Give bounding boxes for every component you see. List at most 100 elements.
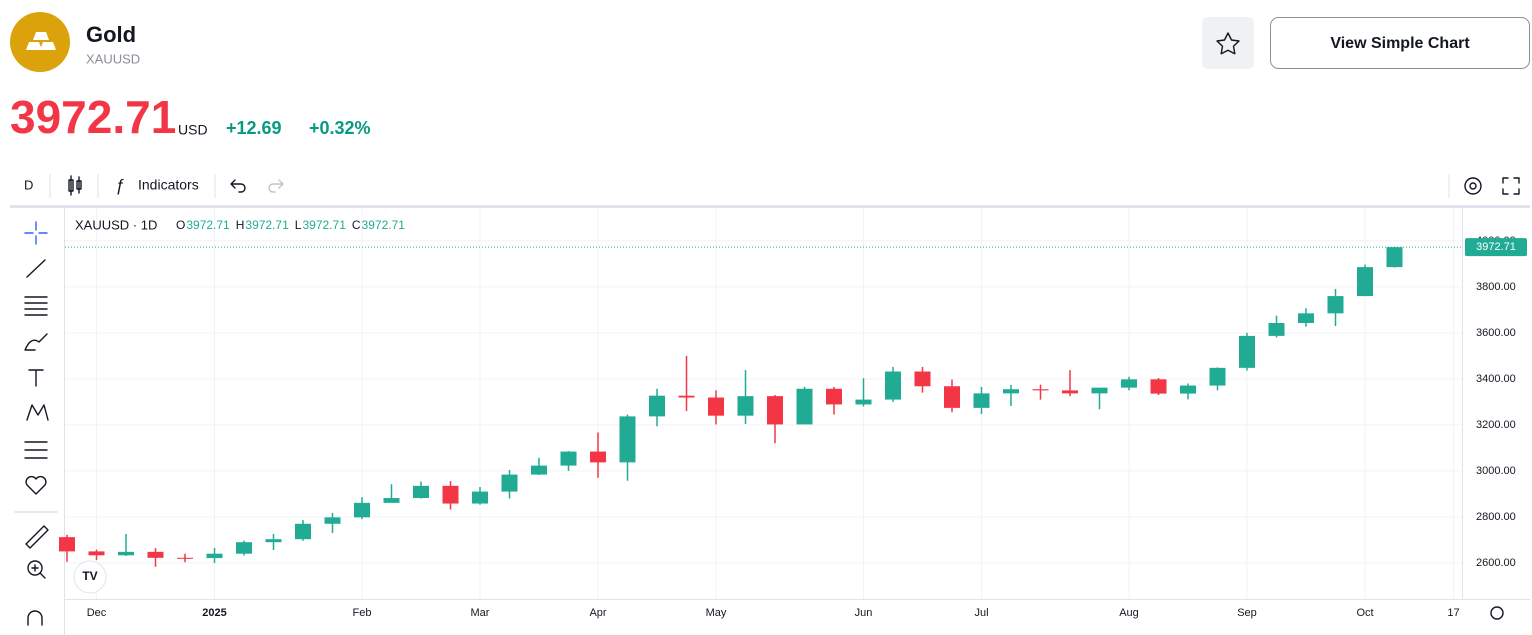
x-tick-label: Apr	[589, 607, 606, 619]
x-tick-label: Jun	[855, 607, 873, 619]
candle-body	[855, 399, 872, 405]
candle-body	[147, 551, 164, 558]
candle-body	[1357, 267, 1373, 297]
candle-body	[118, 551, 134, 556]
favorites-tool[interactable]	[25, 475, 47, 495]
zoom-tool-plus	[31, 564, 46, 579]
interval-button[interactable]: D	[24, 177, 33, 192]
x-tick-label: 2025	[202, 607, 226, 619]
x-tick-label: Oct	[1356, 607, 1373, 619]
x-tick-label: Feb	[353, 607, 372, 619]
x-tick-label: Aug	[1119, 607, 1139, 619]
brush-tool[interactable]	[24, 333, 48, 351]
candle-body	[1121, 379, 1137, 388]
y-tick-label: 3600.00	[1476, 327, 1516, 339]
x-tick-label: Sep	[1237, 607, 1257, 619]
change: +12.69	[226, 118, 282, 138]
logo-bars	[26, 32, 56, 50]
settings-icon[interactable]	[1464, 177, 1482, 195]
price: 3972.71	[10, 91, 176, 143]
candle-body	[1091, 387, 1108, 394]
ruler-tool[interactable]	[25, 525, 49, 549]
tv-logo	[73, 560, 107, 594]
candle-body	[796, 388, 813, 425]
trendline-tool[interactable]	[26, 259, 46, 278]
candle-type-icon[interactable]	[68, 175, 82, 196]
candle-body	[560, 451, 577, 466]
logo	[10, 12, 70, 72]
x-tick-label: Dec	[87, 607, 107, 619]
candle-body	[944, 386, 960, 408]
candle-body	[590, 451, 606, 463]
candle-body	[826, 388, 842, 405]
legend-value: 3972.71	[362, 218, 406, 232]
prediction-tool[interactable]	[24, 441, 48, 459]
candle-body	[442, 485, 459, 504]
fx-icon: ƒ	[115, 175, 124, 194]
last-price-tag	[1465, 238, 1527, 257]
legend-value: 3972.71	[302, 218, 346, 232]
favorite-button[interactable]	[1202, 17, 1254, 69]
candle-body	[236, 542, 252, 554]
axis-settings-icon[interactable]	[1490, 606, 1504, 620]
button-label: View Simple Chart	[1330, 35, 1470, 52]
zoom-tool[interactable]	[27, 560, 43, 576]
candle-body	[973, 393, 990, 408]
legend-label: O	[176, 218, 185, 232]
candle-body	[1003, 389, 1019, 394]
last-price-label: 3972.71	[1476, 241, 1516, 253]
candle-body	[1268, 323, 1285, 336]
text-tool[interactable]	[28, 369, 44, 387]
candle-body	[1386, 247, 1403, 268]
undo-icon[interactable]	[230, 179, 246, 193]
y-tick-label: 3400.00	[1476, 373, 1516, 385]
y-tick-label: 3200.00	[1476, 419, 1516, 431]
change-percent: +0.32%	[309, 118, 371, 138]
candles: 3972.71	[59, 238, 1527, 567]
fullscreen-icon[interactable]	[1502, 177, 1520, 195]
settings-icon-center	[1469, 182, 1477, 190]
y-tick-label: 3000.00	[1476, 465, 1516, 477]
candle-body	[472, 491, 488, 504]
y-tick-label: 3800.00	[1476, 281, 1516, 293]
candle-body	[767, 396, 783, 425]
indicators-button[interactable]: Indicators	[138, 177, 199, 193]
legend-ohlc: O 3972.71 H 3972.71 L 3972.71 C 3972.71	[176, 218, 405, 232]
legend-label: C	[352, 218, 361, 232]
candle-body	[1032, 389, 1049, 391]
legend-value: 3972.71	[245, 218, 289, 232]
legend-label: H	[236, 218, 245, 232]
candle-body	[413, 485, 429, 499]
x-tick-label: Mar	[471, 607, 490, 619]
candle-body	[206, 553, 223, 559]
candle-body	[295, 523, 311, 540]
candle-body	[619, 416, 636, 463]
candle-body	[383, 498, 400, 503]
candle-body	[737, 396, 754, 416]
candle-body	[1239, 335, 1255, 368]
tv-logo-mark: TV	[82, 569, 97, 583]
simple-chart-button[interactable]	[1270, 17, 1530, 69]
candle-body	[354, 502, 370, 518]
crosshair-tool[interactable]	[24, 221, 48, 245]
fib-tool[interactable]	[24, 296, 48, 316]
legend-symbol: XAUUSD · 1D	[75, 217, 157, 232]
y-tick-label: 2600.00	[1476, 557, 1516, 569]
x-tick-label: Jul	[974, 607, 988, 619]
candle-body	[885, 371, 901, 400]
x-tick-label: 17	[1447, 607, 1459, 619]
magnet-tool[interactable]	[27, 610, 43, 626]
candle-body	[1180, 385, 1196, 394]
candle-body	[324, 517, 341, 524]
legend-label: L	[295, 218, 302, 232]
pattern-tool[interactable]	[26, 404, 49, 421]
x-tick-label: May	[706, 607, 727, 619]
candle-body	[88, 551, 105, 556]
redo-icon[interactable]	[268, 179, 284, 193]
candle-body	[649, 395, 665, 417]
asset-symbol: XAUUSD	[86, 51, 140, 66]
y-tick-label: 2800.00	[1476, 511, 1516, 523]
star-icon	[1216, 32, 1240, 55]
